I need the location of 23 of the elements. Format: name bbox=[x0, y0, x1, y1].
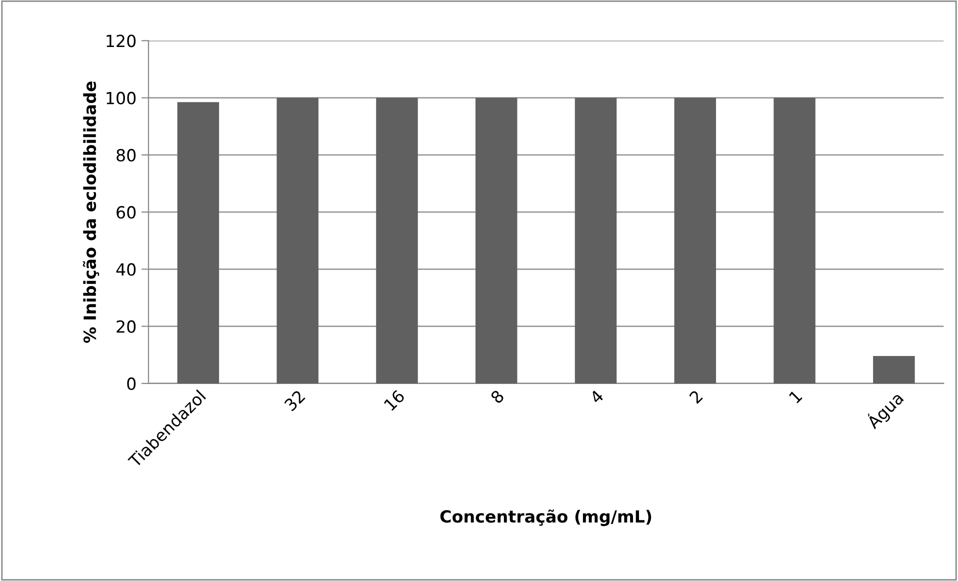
y-tick-label: 60 bbox=[116, 206, 136, 219]
y-tick-label: 0 bbox=[127, 377, 136, 390]
bar bbox=[873, 356, 915, 384]
x-tick-label: 32 bbox=[284, 390, 306, 412]
y-tick-label: 40 bbox=[116, 263, 136, 276]
x-tick-label: 2 bbox=[688, 390, 703, 404]
bar bbox=[574, 98, 617, 384]
bar bbox=[177, 102, 220, 384]
y-axis-title: % Inibição da eclodibilidade bbox=[82, 82, 100, 343]
x-axis-title: Concentração (mg/mL) bbox=[440, 510, 652, 526]
y-tick-label: 120 bbox=[106, 34, 136, 48]
bar bbox=[774, 98, 816, 384]
x-tick-label: 4 bbox=[589, 389, 604, 404]
y-tick-label: 80 bbox=[116, 148, 136, 162]
bar bbox=[376, 98, 418, 384]
x-tick-label: 16 bbox=[383, 389, 406, 412]
y-tick-label: 20 bbox=[116, 320, 136, 333]
bar bbox=[475, 98, 518, 384]
bar bbox=[276, 98, 318, 384]
x-tick-label: 1 bbox=[788, 390, 802, 404]
x-tick-label: 8 bbox=[490, 389, 505, 404]
bar bbox=[674, 98, 716, 384]
y-tick-label: 100 bbox=[106, 92, 136, 104]
